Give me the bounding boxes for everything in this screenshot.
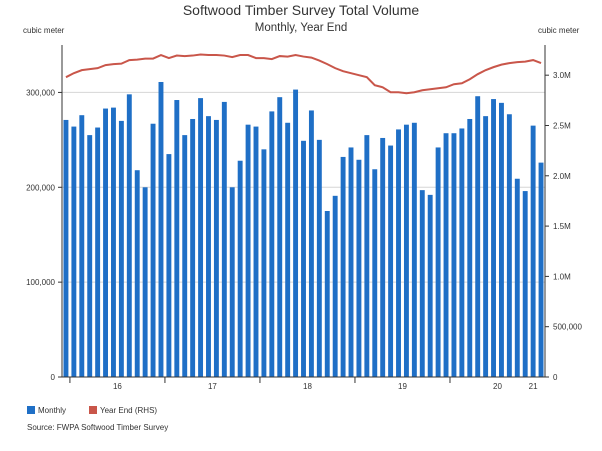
x-axis-ticks: 16 17 18 19 20 21 [69, 377, 538, 391]
right-tick-label: 2.5M [553, 121, 571, 130]
x-tick-label: 18 [303, 382, 312, 391]
bar [182, 135, 188, 377]
bar [411, 122, 417, 377]
bar [206, 116, 211, 377]
bar [301, 140, 306, 377]
legend-swatch-monthly [27, 406, 35, 414]
bar [506, 114, 512, 377]
left-axis-unit: cubic meter [23, 26, 65, 35]
bar [221, 101, 227, 377]
bar [435, 147, 441, 377]
bar [71, 126, 77, 377]
left-tick-label: 0 [51, 373, 56, 382]
bar [87, 135, 93, 377]
bar [356, 159, 362, 377]
bar [372, 169, 378, 377]
bar [324, 211, 330, 377]
bar [332, 195, 338, 377]
legend-swatch-year-end [89, 406, 97, 414]
bar [126, 94, 132, 377]
year-end-line [65, 53, 542, 95]
x-tick-label: 21 [529, 382, 538, 391]
x-tick-label: 16 [113, 382, 122, 391]
bar [253, 126, 259, 377]
bar [388, 145, 394, 377]
x-tick-label: 19 [398, 382, 407, 391]
bar [134, 170, 140, 377]
bar [166, 154, 172, 377]
bar [277, 97, 283, 378]
bar [427, 194, 433, 377]
bar [538, 162, 544, 377]
bar [198, 98, 204, 378]
chart-subtitle: Monthly, Year End [255, 22, 348, 34]
right-axis-unit: cubic meter [538, 26, 580, 35]
right-tick-label: 1.5M [553, 222, 571, 231]
right-axis-ticks: 0 500,000 1.0M 1.5M 2.0M 2.5M 3.0M [545, 71, 582, 382]
monthly-bars [63, 81, 544, 378]
bar [79, 115, 85, 377]
legend-label-year-end: Year End (RHS) [100, 406, 157, 415]
bar [380, 137, 386, 377]
right-tick-label: 3.0M [553, 71, 571, 80]
right-tick-label: 0 [553, 373, 558, 382]
chart-title: Softwood Timber Survey Total Volume [183, 2, 420, 18]
bar [459, 128, 465, 377]
right-tick-label: 500,000 [553, 323, 582, 332]
bar [491, 99, 496, 377]
bar [111, 107, 116, 378]
bar [190, 118, 196, 378]
bar [451, 133, 457, 377]
bar [261, 149, 267, 377]
bar [475, 96, 481, 377]
bar [103, 108, 108, 378]
bar [396, 129, 401, 377]
bar [269, 111, 275, 378]
x-tick-label: 20 [493, 382, 502, 391]
left-axis-ticks: 0 100,000 200,000 300,000 [26, 88, 62, 382]
bar [530, 125, 536, 377]
right-tick-label: 1.0M [553, 272, 571, 281]
bar [237, 160, 243, 377]
bar [118, 120, 124, 377]
bar [293, 89, 299, 377]
x-tick-label: 17 [208, 382, 217, 391]
bar [285, 122, 291, 377]
bar [499, 102, 504, 378]
bar [364, 135, 370, 377]
bar [308, 110, 314, 377]
axes [61, 45, 546, 378]
right-tick-label: 2.0M [553, 172, 571, 181]
bar [443, 133, 449, 377]
left-tick-label: 100,000 [26, 278, 55, 287]
bar [245, 124, 251, 378]
bar [522, 191, 528, 377]
bar [419, 190, 425, 377]
bar [316, 139, 322, 377]
bar [229, 187, 235, 377]
left-tick-label: 300,000 [26, 88, 55, 97]
bar [348, 147, 354, 377]
bar [174, 100, 180, 378]
bar [467, 118, 473, 378]
bar [142, 187, 148, 377]
bar [483, 116, 489, 377]
legend: Monthly Year End (RHS) [27, 406, 157, 415]
legend-label-monthly: Monthly [38, 406, 66, 415]
bar [213, 119, 219, 377]
source-note: Source: FWPA Softwood Timber Survey [27, 423, 168, 432]
bar [63, 119, 69, 377]
bar [514, 178, 520, 377]
left-tick-label: 200,000 [26, 183, 55, 192]
bar [158, 81, 164, 378]
bar [95, 127, 101, 377]
bar [403, 124, 409, 378]
bar [340, 156, 346, 377]
bar [150, 123, 156, 377]
